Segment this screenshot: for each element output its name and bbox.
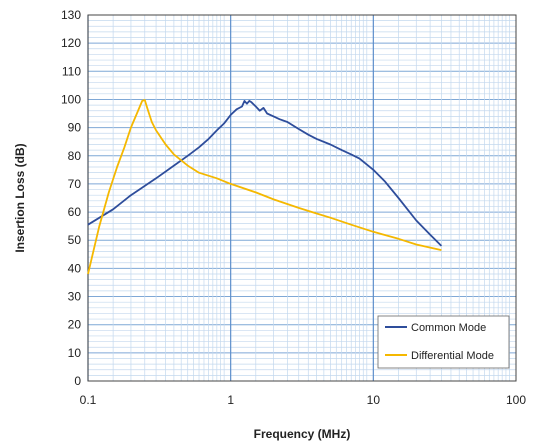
plot-border <box>87 14 517 382</box>
y-tick-label: 130 <box>61 8 81 22</box>
x-tick-label: 100 <box>506 393 526 407</box>
x-tick-label: 10 <box>367 393 381 407</box>
series-layer <box>87 99 443 275</box>
y-tick-label: 20 <box>68 318 82 332</box>
y-axis-ticks: 0 10 20 30 40 50 60 70 80 90 100 110 120 130 <box>61 8 81 388</box>
legend: Common Mode Differential Mode <box>377 315 510 369</box>
y-tick-label: 10 <box>68 346 82 360</box>
y-tick-label: 50 <box>68 233 82 247</box>
grid <box>87 14 516 382</box>
legend-label-common-mode: Common Mode <box>411 322 486 334</box>
y-tick-label: 100 <box>61 92 81 106</box>
y-tick-label: 60 <box>68 205 82 219</box>
y-tick-label: 70 <box>68 177 82 191</box>
y-tick-label: 30 <box>68 290 82 304</box>
x-axis-ticks: 0.1 1 10 100 <box>80 393 527 407</box>
y-tick-label: 80 <box>68 149 82 163</box>
series-line-differential-mode <box>87 99 442 275</box>
legend-box <box>377 315 510 369</box>
series-line-common-mode <box>87 100 443 247</box>
legend-label-differential-mode: Differential Mode <box>411 350 494 362</box>
x-axis-title: Frequency (MHz) <box>254 427 351 441</box>
y-tick-label: 120 <box>61 36 81 50</box>
x-tick-label: 1 <box>227 393 234 407</box>
y-axis-title: Insertion Loss (dB) <box>13 143 27 252</box>
y-tick-label: 110 <box>62 64 81 78</box>
y-tick-label: 40 <box>68 261 82 275</box>
x-tick-label: 0.1 <box>80 393 97 407</box>
y-tick-label: 90 <box>68 121 82 135</box>
y-tick-label: 0 <box>74 374 81 388</box>
